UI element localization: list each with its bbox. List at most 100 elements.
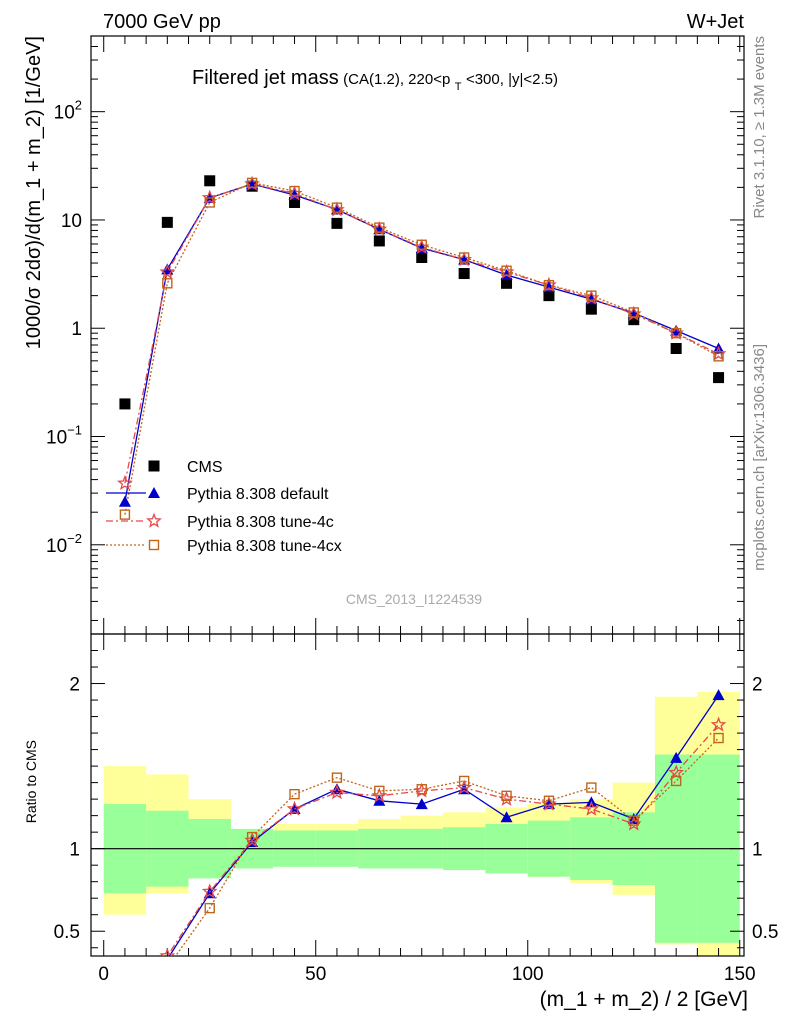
legend-label-pythia-8-308-default: Pythia 8.308 default: [187, 486, 329, 503]
ratio-y-tick-label-right: 2: [752, 675, 763, 696]
cms-point: [670, 342, 682, 354]
axis-tick-labels: 10−2 10−1 1 10 102 0 50 100 150 0.5 0.5 1 1 2 2: [46, 98, 778, 985]
main-y-tick-label: 10−1: [46, 423, 82, 449]
pythia-8-308-tune-4cx-ratio-point: [374, 785, 385, 797]
series-markers: [116, 175, 727, 520]
pythia-8-308-default-ratio-point: [500, 811, 513, 823]
main-title: Filtered jet mass (CA(1.2), 220<p T <300…: [192, 67, 558, 94]
ratio-y-axis-label: Ratio to CMS: [23, 740, 39, 823]
pythia-8-308-default-point: [161, 263, 174, 275]
pythia-8-308-tune-4c-point: [116, 475, 133, 490]
axis-ticks: [91, 35, 744, 956]
pythia-8-308-default-ratio-point: [330, 783, 343, 795]
side-label-mcplots: mcplots.cern.ch [arXiv:1306.3436]: [751, 344, 768, 571]
ratio-x-tick-label: 150: [724, 964, 756, 985]
cms-point: [543, 290, 555, 302]
main-title-sub-index: T: [455, 81, 462, 93]
pythia-8-308-tune-4cx-ratio-point: [501, 790, 512, 802]
ratio-y-tick-label-right: 1: [752, 840, 763, 861]
cms-point: [585, 303, 597, 315]
cms-point: [501, 277, 513, 289]
pythia-8-308-tune-4cx-point: [162, 278, 173, 289]
energy-label: 7000 GeV pp: [103, 11, 221, 33]
main-y-axis-label: 1000/σ 2dσ)/d(m_1 + m_2) [1/GeV]: [23, 36, 45, 349]
ratio-x-tick-label: 0: [98, 964, 109, 985]
pythia-8-308-tune-4cx-ratio-point: [543, 795, 555, 806]
main-y-tick-label: 1: [71, 319, 82, 340]
pythia-8-308-tune-4cx-point: [119, 509, 131, 520]
pythia-8-308-default-ratio-point: [415, 798, 428, 810]
pythia-8-308-tune-4cx-point: [416, 239, 427, 250]
pythia-8-308-tune-4c-point: [201, 189, 218, 205]
plot-frames: [90, 35, 745, 957]
pythia-8-308-tune-4cx-point: [289, 185, 300, 197]
cms-point: [119, 398, 131, 410]
pythia-8-308-tune-4cx-point: [628, 307, 639, 318]
pythia-8-308-tune-4cx-point: [204, 197, 215, 208]
ratio-uncertainty-bands: [91, 691, 744, 956]
pythia-8-308-tune-4cx-point: [543, 279, 555, 291]
pythia-8-308-tune-4cx-point: [670, 327, 682, 339]
pythia-8-308-tune-4cx-point: [374, 222, 385, 233]
pythia-8-308-tune-4cx-ratio-point: [586, 782, 597, 793]
pythia-8-308-tune-4c-ratio-line: [166, 724, 720, 956]
cms-point: [204, 175, 216, 187]
main-title-sub-rest: <300, |y|<2.5): [466, 71, 558, 88]
pythia-8-308-default-point: [118, 495, 131, 507]
pythia-8-308-tune-4cx-point: [331, 202, 343, 213]
pythia-8-308-tune-4cx-point: [458, 252, 470, 263]
ratio-series-group: [159, 689, 727, 956]
pythia-8-308-tune-4cx-ratio-point: [246, 831, 258, 843]
ratio-y-tick-label-right: 0.5: [752, 922, 778, 943]
x-axis-label: (m_1 + m_2) / 2 [GeV]: [540, 988, 748, 1011]
pythia-8-308-tune-4c-ratio-point: [329, 784, 345, 800]
pythia-8-308-tune-4cx-ratio-point: [331, 772, 343, 783]
pythia-8-308-default-point: [670, 324, 683, 336]
cms-point: [628, 314, 640, 326]
cms-point: [331, 217, 343, 229]
ratio-y-tick-label: 1: [69, 840, 80, 861]
pythia-8-308-tune-4cx-ratio-point: [458, 775, 470, 787]
pythia-8-308-tune-4cx-point: [713, 351, 724, 362]
pythia-8-308-default-line: [124, 183, 719, 502]
legend-label-cms: CMS: [187, 459, 223, 476]
pythia-8-308-tune-4cx-point: [501, 265, 512, 276]
legend-label-pythia-8-308-tune-4cx: Pythia 8.308 tune-4cx: [187, 538, 342, 555]
side-label-rivet: Rivet 3.1.10, ≥ 1.3M events: [751, 36, 768, 219]
ratio-y-tick-label: 2: [69, 675, 80, 696]
process-label: W+Jet: [687, 11, 745, 33]
pythia-8-308-tune-4cx-point: [246, 177, 258, 189]
legend-marker-cms: [148, 460, 160, 472]
pythia-8-308-tune-4cx-ratio-point: [670, 775, 682, 787]
pythia-8-308-tune-4c-ratio-point: [668, 764, 684, 780]
pythia-8-308-tune-4c-line: [124, 183, 719, 484]
legend-label-pythia-8-308-tune-4c: Pythia 8.308 tune-4c: [187, 514, 334, 531]
pythia-8-308-tune-4cx-ratio-point: [628, 815, 639, 826]
ratio-x-tick-label: 50: [305, 964, 326, 985]
pythia-8-308-tune-4c-ratio-point: [583, 800, 600, 816]
pythia-8-308-tune-4cx-ratio-point: [289, 788, 300, 800]
main-y-tick-label: 10−2: [46, 531, 82, 557]
cms-point: [289, 196, 301, 208]
pythia-8-308-tune-4cx-ratio-point: [204, 902, 215, 914]
ratio-y-tick-label: 0.5: [54, 922, 80, 943]
pythia-8-308-tune-4cx-ratio-line: [174, 737, 720, 956]
ratio-x-tick-label: 100: [512, 964, 544, 985]
legend-marker-pythia-8-308-tune-4c: [146, 512, 162, 528]
pythia-8-308-tune-4c-point: [159, 263, 176, 279]
pythia-8-308-default-ratio-point: [712, 689, 725, 701]
pythia-8-308-default-ratio-point: [373, 794, 386, 806]
main-title-sub: (CA(1.2), 220<p: [343, 71, 450, 88]
pythia-8-308-tune-4c-ratio-point: [710, 716, 727, 732]
cms-point: [416, 252, 428, 264]
pythia-8-308-tune-4cx-point: [586, 290, 597, 301]
analysis-id: CMS_2013_I1224539: [346, 591, 482, 607]
pythia-8-308-tune-4cx-ratio-point: [713, 732, 724, 744]
pythia-8-308-tune-4cx-line: [124, 182, 719, 515]
cms-point: [161, 216, 173, 228]
cms-point: [373, 235, 385, 247]
legend-marker-pythia-8-308-default: [148, 487, 160, 498]
cms-point: [713, 372, 725, 384]
pythia-8-308-tune-4c-ratio-point: [159, 947, 176, 956]
